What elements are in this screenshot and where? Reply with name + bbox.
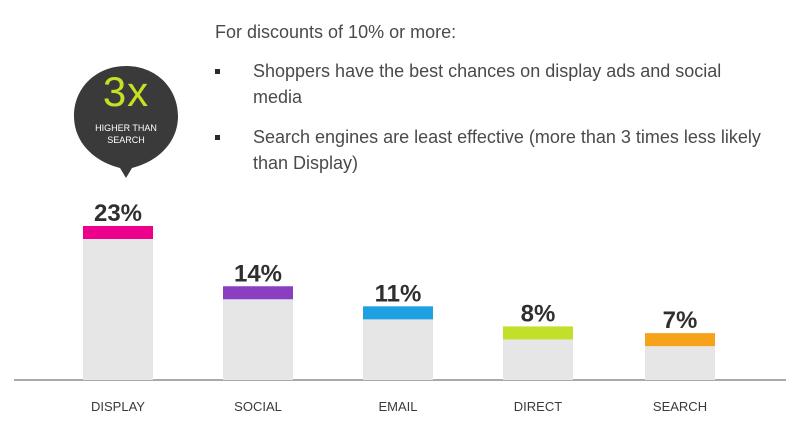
data-label: 7% <box>663 307 698 334</box>
bar-accent-search <box>645 333 715 347</box>
data-label: 8% <box>521 300 556 327</box>
bullet-square-icon <box>215 135 220 140</box>
badge-value: 3x <box>102 68 150 115</box>
category-label: SOCIAL <box>234 399 282 414</box>
data-label: 23% <box>94 200 142 227</box>
bullet-text: Shoppers have the best chances on displa… <box>253 61 722 107</box>
category-label: DISPLAY <box>91 399 145 414</box>
map-pin-icon <box>74 66 178 178</box>
bar-social <box>223 286 293 380</box>
bullet-square-icon <box>215 69 220 74</box>
category-label: SEARCH <box>653 399 707 414</box>
badge-caption: HIGHER THAN SEARCH <box>95 123 157 145</box>
bar-accent-display <box>83 226 153 239</box>
data-label: 14% <box>234 260 282 287</box>
category-label: EMAIL <box>378 399 417 414</box>
bullet-item: Shoppers have the best chances on displa… <box>215 58 775 110</box>
bars-group: 23% DISPLAY 14% SOCIAL 11% EMAIL 8% DIRECT 7% SEA… <box>83 200 715 414</box>
category-label: DIRECT <box>514 399 562 414</box>
bullet-list: Shoppers have the best chances on displa… <box>215 58 775 190</box>
bar-accent-direct <box>503 326 573 340</box>
bar-accent-social <box>223 286 293 300</box>
bullet-text: Search engines are least effective (more… <box>253 127 761 173</box>
bar-accent-email <box>363 306 433 320</box>
bar-display <box>83 226 153 380</box>
data-label: 11% <box>375 280 422 307</box>
comparison-badge: 3x HIGHER THAN SEARCH <box>68 62 184 178</box>
intro-heading: For discounts of 10% or more: <box>215 22 457 42</box>
bullet-item: Search engines are least effective (more… <box>215 124 775 176</box>
